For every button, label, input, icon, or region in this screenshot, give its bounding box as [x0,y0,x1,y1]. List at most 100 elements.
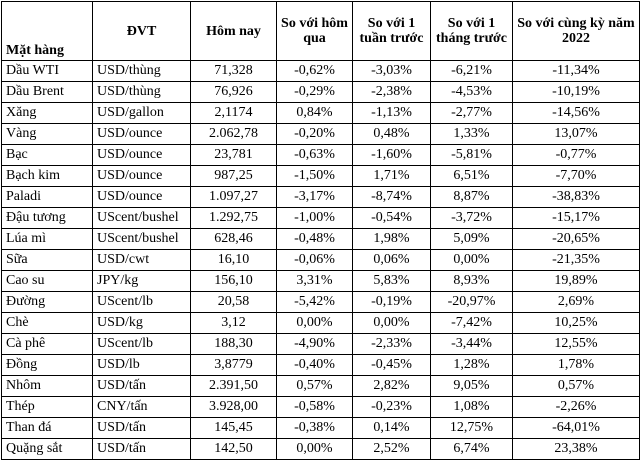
table-cell: Đường [1,291,93,313]
table-cell: -0,40% [276,354,353,376]
table-cell: -5,42% [276,291,353,313]
table-cell: Cao su [1,270,93,292]
table-row: Sữa USD/cwt 16,10 -0,06% 0,06% 0,00% -21,35% [1,249,640,271]
table-cell: 9,05% [430,375,513,397]
table-cell: -10,19% [512,81,640,103]
table-cell: -5,81% [430,144,513,166]
table-cell: Cà phê [1,333,93,355]
table-row: Dầu Brent USD/thùng 76,926 -0,29% -2,38% -4,5… [1,81,640,103]
table-cell: 1,98% [352,228,431,250]
header-cell: So với 1 tuần trước [352,1,431,61]
table-cell: 16,10 [190,249,277,271]
table-cell: 1,28% [430,354,513,376]
table-row: Bạch kim USD/ounce 987,25 -1,50% 1,71% 6,51% -… [1,165,640,187]
table-cell: -0,54% [352,207,431,229]
table-cell: 145,45 [190,417,277,439]
table-cell: 3,12 [190,312,277,334]
header-cell: Mặt hàng [1,1,93,61]
header-cell: ĐVT [92,1,191,61]
table-cell: -1,60% [352,144,431,166]
table-cell: -7,70% [512,165,640,187]
table-cell: USD/ounce [92,144,191,166]
table-cell: 3.928,00 [190,396,277,418]
table-cell: -6,21% [430,60,513,82]
table-cell: 1,08% [430,396,513,418]
table-cell: JPY/kg [92,270,191,292]
table-cell: -3,72% [430,207,513,229]
table-cell: 5,83% [352,270,431,292]
table-cell: 10,25% [512,312,640,334]
table-cell: USD/ounce [92,165,191,187]
table-cell: -2,33% [352,333,431,355]
table-row: Cà phê UScent/lb 188,30 -4,90% -2,33% -3,44% 1… [1,333,640,355]
table-cell: Vàng [1,123,93,145]
table-cell: 2,82% [352,375,431,397]
table-cell: Đậu tương [1,207,93,229]
table-cell: UScent/lb [92,333,191,355]
table-cell: Chè [1,312,93,334]
table-cell: 2,52% [352,438,431,460]
table-cell: UScent/bushel [92,228,191,250]
table-cell: Nhôm [1,375,93,397]
table-cell: -3,17% [276,186,353,208]
table-cell: CNY/tấn [92,396,191,418]
table-cell: USD/ounce [92,186,191,208]
table-cell: 2,69% [512,291,640,313]
table-cell: Sữa [1,249,93,271]
table-cell: 19,89% [512,270,640,292]
table-cell: 6,74% [430,438,513,460]
table-cell: -3,03% [352,60,431,82]
table-cell: -3,44% [430,333,513,355]
table-cell: 1.097,27 [190,186,277,208]
table-cell: 2.391,50 [190,375,277,397]
table-cell: 2.062,78 [190,123,277,145]
table-cell: -0,58% [276,396,353,418]
table-cell: 5,09% [430,228,513,250]
table-cell: Lúa mì [1,228,93,250]
table-row: Cao su JPY/kg 156,10 3,31% 5,83% 8,93% 19,89% [1,270,640,292]
table-row: Bạc USD/ounce 23,781 -0,63% -1,60% -5,81% -0,7… [1,144,640,166]
table-cell: 1,33% [430,123,513,145]
table-cell: Quặng sắt [1,438,93,460]
table-cell: -20,97% [430,291,513,313]
table-cell: Thép [1,396,93,418]
table-cell: -21,35% [512,249,640,271]
table-cell: 6,51% [430,165,513,187]
table-cell: 13,07% [512,123,640,145]
table-cell: -2,77% [430,102,513,124]
table-cell: 8,87% [430,186,513,208]
table-cell: USD/lb [92,354,191,376]
table-cell: USD/kg [92,312,191,334]
table-cell: 20,58 [190,291,277,313]
table-cell: 0,06% [352,249,431,271]
table-cell: UScent/bushel [92,207,191,229]
table-row: Quặng sắt USD/tấn 142,50 0,00% 2,52% 6,74% 23,… [1,438,640,460]
table-cell: -15,17% [512,207,640,229]
table-cell: -38,83% [512,186,640,208]
table-cell: 0,57% [512,375,640,397]
table-cell: Bạc [1,144,93,166]
table-cell: -0,38% [276,417,353,439]
table-cell: USD/thùng [92,81,191,103]
table-cell: -2,38% [352,81,431,103]
table-cell: -11,34% [512,60,640,82]
table-cell: 1.292,75 [190,207,277,229]
table-row: Dầu WTI USD/thùng 71,328 -0,62% -3,03% -6,21%… [1,60,640,82]
table-cell: 12,75% [430,417,513,439]
table-cell: -1,13% [352,102,431,124]
table-cell: 23,38% [512,438,640,460]
table-cell: USD/tấn [92,417,191,439]
table-cell: USD/gallon [92,102,191,124]
table-cell: -0,63% [276,144,353,166]
table-row: Thép CNY/tấn 3.928,00 -0,58% -0,23% 1,08% -2,2… [1,396,640,418]
table-cell: USD/tấn [92,438,191,460]
table-body: Dầu WTI USD/thùng 71,328 -0,62% -3,03% -6,21%… [1,60,640,460]
table-row: Xăng USD/gallon 2,1174 0,84% -1,13% -2,77% -14… [1,102,640,124]
table-cell: USD/cwt [92,249,191,271]
table-cell: -7,42% [430,312,513,334]
table-cell: 71,328 [190,60,277,82]
table-cell: 0,00% [352,312,431,334]
table-cell: 3,31% [276,270,353,292]
table-cell: 142,50 [190,438,277,460]
